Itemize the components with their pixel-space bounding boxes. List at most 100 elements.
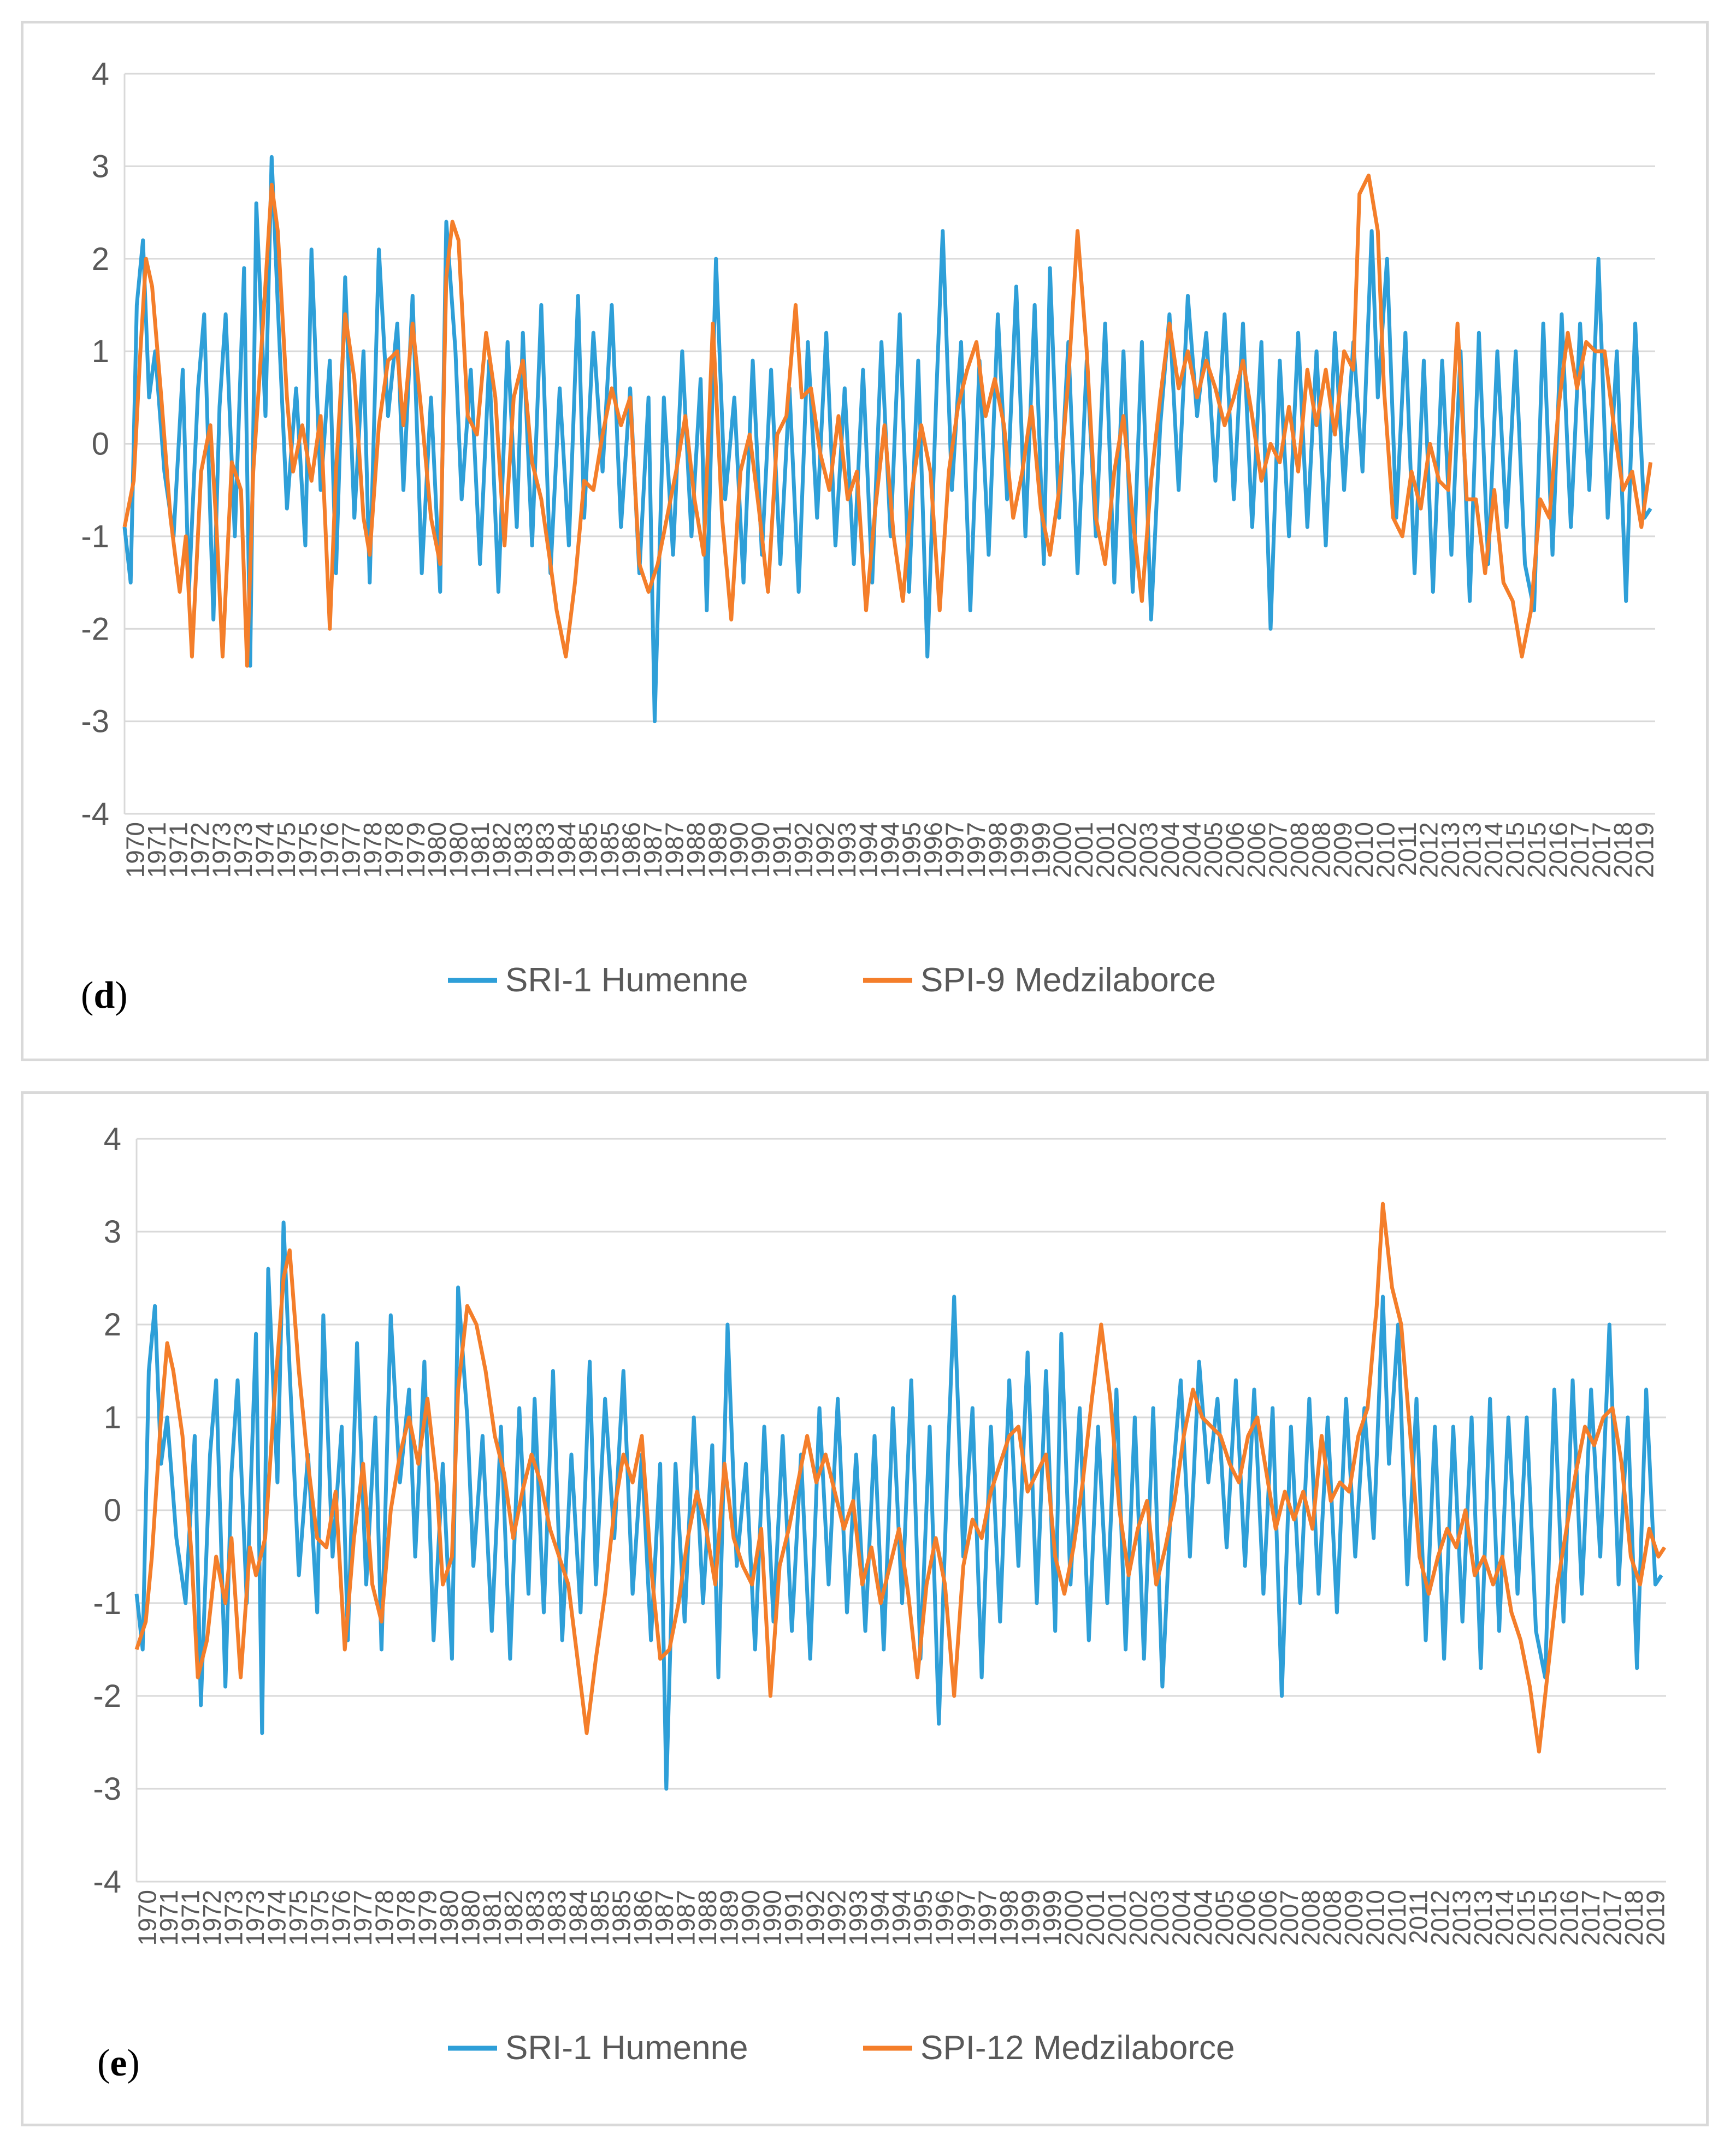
x-tick-label: 2000 — [1059, 1890, 1088, 1946]
x-tick-label: 1975 — [293, 822, 322, 878]
y-tick-label: 2 — [92, 241, 109, 277]
x-tick-label: 2002 — [1113, 822, 1141, 878]
x-tick-label: 1972 — [186, 822, 214, 878]
series-line-spi — [134, 1202, 1667, 1754]
x-tick-label: 1999 — [1038, 1890, 1066, 1946]
x-tick-label: 1988 — [682, 822, 710, 878]
y-tick-label: 2 — [104, 1307, 121, 1343]
x-tick-label: 1988 — [693, 1890, 722, 1946]
x-tick-label: 2016 — [1555, 1890, 1584, 1946]
x-tick-label: 1987 — [660, 822, 688, 878]
x-tick-label: 1976 — [315, 822, 344, 878]
x-tick-label: 1973 — [208, 822, 236, 878]
x-tick-label: 1983 — [521, 1890, 550, 1946]
x-tick-label: 2004 — [1189, 1890, 1217, 1946]
y-tick-label: 3 — [92, 149, 109, 184]
x-tick-label: 1987 — [639, 822, 667, 878]
x-tick-label: 2011 — [1404, 1890, 1432, 1944]
x-tick-label: 1972 — [198, 1890, 226, 1946]
x-tick-label: 2010 — [1372, 822, 1400, 878]
x-tick-label: 1980 — [445, 822, 473, 878]
x-tick-label: 2007 — [1275, 1890, 1303, 1946]
x-tick-label: 2015 — [1501, 822, 1529, 878]
x-tick-label: 1998 — [983, 822, 1012, 878]
x-tick-label: 1996 — [930, 1890, 959, 1946]
x-tick-label: 2015 — [1522, 822, 1551, 878]
x-tick-label: 2008 — [1296, 1890, 1325, 1946]
x-tick-label: 1986 — [629, 1890, 657, 1946]
x-tick-label: 1992 — [801, 1890, 829, 1946]
x-tick-label: 2001 — [1091, 822, 1120, 878]
x-tick-label: 1985 — [607, 1890, 635, 1946]
x-tick-label: 1998 — [995, 1890, 1023, 1946]
x-tick-label: 2010 — [1361, 1890, 1390, 1946]
x-tick-label: 1992 — [811, 822, 840, 878]
x-tick-label: 1996 — [919, 822, 947, 878]
x-tick-label: 2012 — [1426, 1890, 1454, 1946]
x-tick-label: 1999 — [1017, 1890, 1045, 1946]
x-tick-label: 1985 — [574, 822, 602, 878]
x-tick-label: 2004 — [1178, 822, 1206, 878]
y-tick-label: -2 — [81, 611, 109, 647]
x-tick-label: 1978 — [370, 1890, 399, 1946]
x-tick-label: 2016 — [1544, 822, 1572, 878]
x-tick-label: 1985 — [586, 1890, 614, 1946]
x-tick-label: 1993 — [844, 1890, 872, 1946]
series-line-sri — [134, 1220, 1663, 1791]
y-tick-label: 4 — [104, 1121, 121, 1157]
y-tick-label: 1 — [92, 334, 109, 369]
x-tick-label: 2007 — [1263, 822, 1292, 878]
x-tick-label: 1994 — [876, 822, 904, 878]
x-tick-label: 1971 — [143, 822, 171, 878]
x-tick-label: 2019 — [1641, 1890, 1669, 1946]
x-tick-label: 1989 — [715, 1890, 743, 1946]
x-tick-label: 1999 — [1026, 822, 1055, 878]
x-tick-label: 1971 — [155, 1890, 183, 1946]
legend-label: SPI-12 Medzilaborce — [920, 2029, 1235, 2067]
x-tick-label: 1992 — [789, 822, 818, 878]
x-tick-label: 2017 — [1576, 1890, 1605, 1946]
x-tick-label: 1971 — [176, 1890, 205, 1946]
x-tick-label: 1989 — [703, 822, 731, 878]
panel-label: (d) — [81, 974, 128, 1016]
y-tick-label: 0 — [92, 427, 109, 462]
x-tick-label: 1987 — [650, 1890, 678, 1946]
x-tick-label: 1997 — [973, 1890, 1002, 1946]
x-tick-label: 2019 — [1630, 822, 1658, 878]
y-tick-label: -2 — [93, 1678, 121, 1714]
x-tick-label: 1975 — [305, 1890, 334, 1946]
x-tick-label: 1997 — [962, 822, 990, 878]
x-tick-label: 2008 — [1285, 822, 1314, 878]
x-tick-label: 1986 — [617, 822, 645, 878]
y-tick-label: -4 — [93, 1864, 121, 1900]
legend-label: SRI-1 Humenne — [505, 2029, 748, 2067]
x-tick-label: 2008 — [1307, 822, 1335, 878]
x-tick-label: 2000 — [1048, 822, 1077, 878]
x-tick-label: 1978 — [358, 822, 387, 878]
x-tick-label: 1994 — [887, 1890, 916, 1946]
x-tick-label: 1983 — [509, 822, 538, 878]
x-tick-label: 1984 — [552, 822, 581, 878]
y-tick-label: 0 — [104, 1493, 121, 1528]
x-tick-label: 2006 — [1242, 822, 1271, 878]
x-tick-label: 2010 — [1383, 1890, 1411, 1946]
x-tick-label: 1980 — [456, 1890, 485, 1946]
x-tick-label: 1975 — [284, 1890, 312, 1946]
y-tick-label: -4 — [81, 796, 109, 832]
x-tick-label: 1994 — [854, 822, 883, 878]
panel-label: (e) — [97, 2042, 140, 2084]
x-tick-label: 1983 — [531, 822, 559, 878]
x-tick-label: 1991 — [768, 822, 796, 878]
x-tick-label: 1974 — [262, 1890, 291, 1946]
x-tick-label: 1997 — [940, 822, 969, 878]
x-tick-label: 1979 — [401, 822, 430, 878]
x-tick-label: 1976 — [327, 1890, 356, 1946]
x-tick-label: 1990 — [758, 1890, 786, 1946]
x-tick-label: 1983 — [542, 1890, 571, 1946]
x-tick-label: 2001 — [1070, 822, 1098, 878]
x-tick-label: 2008 — [1318, 1890, 1347, 1946]
x-tick-label: 2015 — [1533, 1890, 1562, 1946]
x-tick-label: 2017 — [1587, 822, 1615, 878]
x-tick-label: 2014 — [1490, 1890, 1519, 1946]
